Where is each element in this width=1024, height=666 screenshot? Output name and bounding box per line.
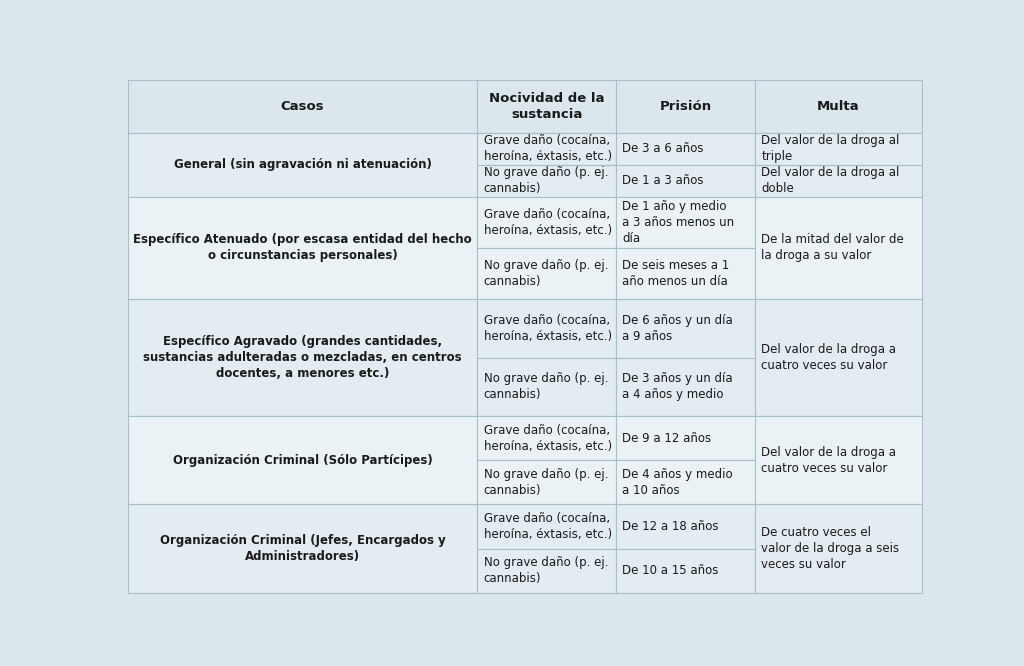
Text: De 9 a 12 años: De 9 a 12 años: [623, 432, 712, 444]
Text: De 1 año y medio
a 3 años menos un
día: De 1 año y medio a 3 años menos un día: [623, 200, 734, 245]
Text: De cuatro veces el
valor de la droga a seis
veces su valor: De cuatro veces el valor de la droga a s…: [761, 526, 899, 571]
Bar: [477, 549, 616, 593]
Text: De 10 a 15 años: De 10 a 15 años: [623, 564, 719, 577]
Bar: [616, 248, 755, 299]
Bar: [755, 299, 922, 416]
Bar: [477, 299, 616, 358]
Text: De 1 a 3 años: De 1 a 3 años: [623, 174, 703, 187]
Text: De seis meses a 1
año menos un día: De seis meses a 1 año menos un día: [623, 259, 730, 288]
Bar: [616, 460, 755, 504]
Bar: [755, 504, 922, 593]
Bar: [128, 133, 477, 196]
Text: Grave daño (cocaína,
heroína, éxtasis, etc.): Grave daño (cocaína, heroína, éxtasis, e…: [483, 314, 611, 343]
Text: Nocividad de la
sustancia: Nocividad de la sustancia: [488, 92, 604, 121]
Bar: [616, 196, 755, 248]
Bar: [755, 165, 922, 196]
Text: Grave daño (cocaína,
heroína, éxtasis, etc.): Grave daño (cocaína, heroína, éxtasis, e…: [483, 135, 611, 163]
Text: Multa: Multa: [817, 100, 859, 113]
Bar: [477, 504, 616, 549]
Text: No grave daño (p. ej.
cannabis): No grave daño (p. ej. cannabis): [483, 556, 608, 585]
Text: De 3 a 6 años: De 3 a 6 años: [623, 143, 703, 155]
Text: Grave daño (cocaína,
heroína, éxtasis, etc.): Grave daño (cocaína, heroína, éxtasis, e…: [483, 208, 611, 237]
Text: Casos: Casos: [281, 100, 325, 113]
Bar: [616, 416, 755, 460]
Bar: [128, 416, 477, 504]
Bar: [755, 133, 922, 165]
Text: Prisión: Prisión: [659, 100, 712, 113]
Bar: [616, 80, 755, 133]
Text: General (sin agravación ni atenuación): General (sin agravación ni atenuación): [174, 159, 431, 171]
Text: Organización Criminal (Jefes, Encargados y
Administradores): Organización Criminal (Jefes, Encargados…: [160, 534, 445, 563]
Bar: [477, 196, 616, 248]
Bar: [128, 299, 477, 416]
Bar: [128, 504, 477, 593]
Bar: [477, 133, 616, 165]
Text: Organización Criminal (Sólo Partícipes): Organización Criminal (Sólo Partícipes): [173, 454, 432, 467]
Bar: [616, 133, 755, 165]
Text: De 6 años y un día
a 9 años: De 6 años y un día a 9 años: [623, 314, 733, 343]
Text: Grave daño (cocaína,
heroína, éxtasis, etc.): Grave daño (cocaína, heroína, éxtasis, e…: [483, 424, 611, 452]
Bar: [616, 299, 755, 358]
Bar: [616, 549, 755, 593]
Text: Del valor de la droga al
triple: Del valor de la droga al triple: [761, 135, 900, 163]
Bar: [128, 196, 477, 299]
Bar: [477, 80, 616, 133]
Text: Del valor de la droga a
cuatro veces su valor: Del valor de la droga a cuatro veces su …: [761, 446, 896, 475]
Text: Específico Atenuado (por escasa entidad del hecho
o circunstancias personales): Específico Atenuado (por escasa entidad …: [133, 233, 472, 262]
Text: Grave daño (cocaína,
heroína, éxtasis, etc.): Grave daño (cocaína, heroína, éxtasis, e…: [483, 512, 611, 541]
Bar: [477, 358, 616, 416]
Bar: [477, 416, 616, 460]
Text: Del valor de la droga a
cuatro veces su valor: Del valor de la droga a cuatro veces su …: [761, 343, 896, 372]
Bar: [755, 80, 922, 133]
Text: De 12 a 18 años: De 12 a 18 años: [623, 520, 719, 533]
Bar: [477, 165, 616, 196]
Text: No grave daño (p. ej.
cannabis): No grave daño (p. ej. cannabis): [483, 372, 608, 401]
Text: No grave daño (p. ej.
cannabis): No grave daño (p. ej. cannabis): [483, 259, 608, 288]
Text: No grave daño (p. ej.
cannabis): No grave daño (p. ej. cannabis): [483, 166, 608, 195]
Bar: [477, 460, 616, 504]
Bar: [477, 248, 616, 299]
Bar: [616, 165, 755, 196]
Text: De la mitad del valor de
la droga a su valor: De la mitad del valor de la droga a su v…: [761, 233, 904, 262]
Bar: [616, 504, 755, 549]
Text: Del valor de la droga al
doble: Del valor de la droga al doble: [761, 166, 900, 195]
Text: Específico Agravado (grandes cantidades,
sustancias adulteradas o mezcladas, en : Específico Agravado (grandes cantidades,…: [143, 335, 462, 380]
Text: No grave daño (p. ej.
cannabis): No grave daño (p. ej. cannabis): [483, 468, 608, 497]
Bar: [128, 80, 477, 133]
Text: De 4 años y medio
a 10 años: De 4 años y medio a 10 años: [623, 468, 733, 497]
Text: De 3 años y un día
a 4 años y medio: De 3 años y un día a 4 años y medio: [623, 372, 733, 401]
Bar: [755, 416, 922, 504]
Bar: [755, 196, 922, 299]
Bar: [616, 358, 755, 416]
